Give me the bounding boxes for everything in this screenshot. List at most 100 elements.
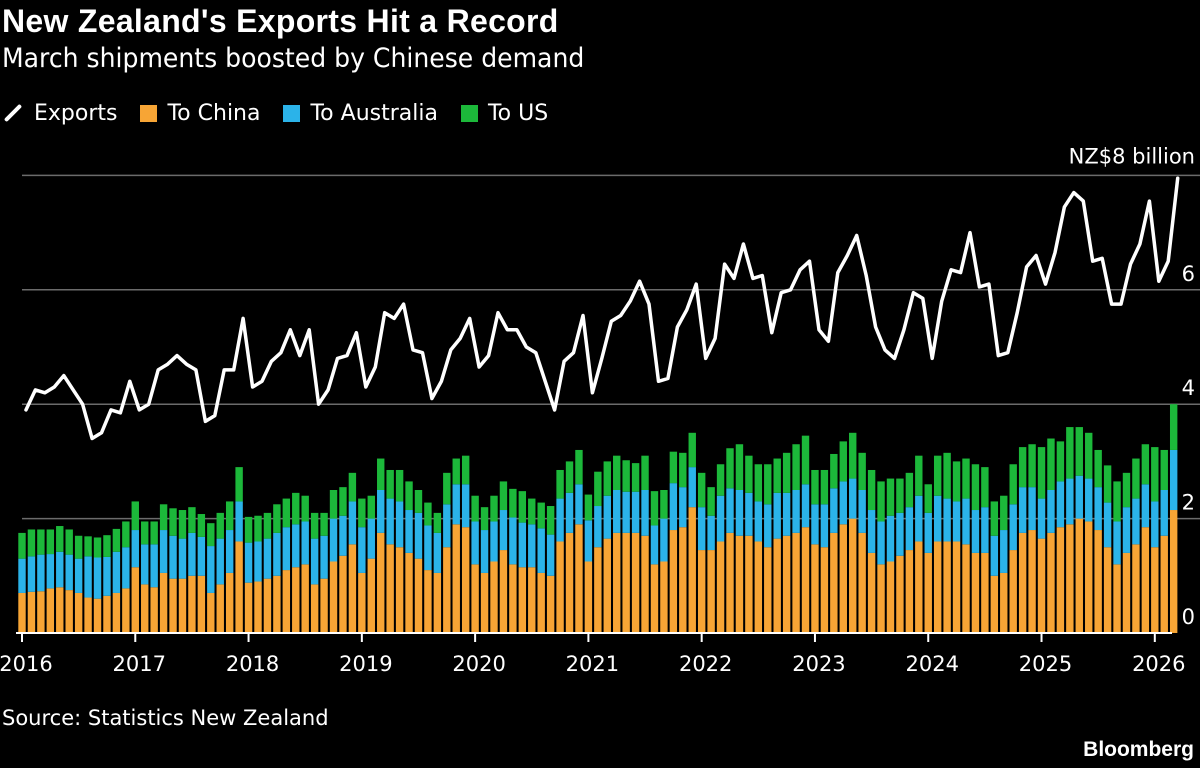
bar-to-australia: [962, 498, 970, 545]
bar-to-us: [716, 464, 725, 496]
bar-to-china: [575, 524, 583, 633]
bar-to-australia: [622, 491, 630, 533]
legend-label-china: To China: [167, 100, 261, 126]
bar-to-australia: [273, 532, 281, 576]
bar-to-china: [688, 507, 696, 633]
bar-to-australia: [575, 484, 583, 525]
bar-to-china: [443, 547, 451, 633]
bar-to-china: [952, 541, 961, 633]
bar-to-us: [452, 458, 460, 485]
bar-to-us: [292, 492, 300, 525]
bar-to-china: [1122, 552, 1131, 633]
bar-to-us: [27, 529, 36, 557]
bar-to-china: [405, 552, 413, 633]
bar-to-us: [367, 495, 375, 519]
bar-to-china: [461, 527, 470, 633]
bar-to-australia: [801, 484, 810, 528]
bar-to-australia: [74, 558, 83, 593]
bar-to-us: [697, 472, 706, 508]
bar-to-australia: [754, 501, 763, 542]
bar-to-us: [320, 512, 328, 536]
bar-to-china: [490, 561, 498, 633]
bar-to-us: [1037, 447, 1046, 499]
bar-to-us: [650, 491, 659, 526]
bar-to-australia: [896, 512, 904, 556]
bar-to-china: [697, 550, 706, 633]
x-axis: 2016 2017 2018 2019 2020 2021 2022 2023 2024 2025…: [0, 632, 1186, 676]
legend: Exports To China To Australia To US: [2, 99, 571, 127]
bar-to-us: [235, 467, 243, 502]
bar-to-australia: [641, 490, 649, 536]
bar-to-china: [1000, 572, 1008, 633]
bar-to-china: [782, 535, 791, 633]
bar-to-australia: [679, 487, 687, 528]
bar-to-australia: [905, 507, 914, 551]
bar-to-china: [1141, 527, 1150, 633]
bar-to-china: [962, 544, 970, 633]
bar-to-china: [707, 550, 715, 633]
stacked-bars: [18, 404, 1178, 633]
bar-to-australia: [867, 510, 876, 553]
bar-to-china: [518, 567, 527, 633]
bar-to-china: [792, 532, 800, 633]
legend-swatch-us: [460, 104, 478, 122]
bar-to-china: [320, 578, 328, 633]
bar-to-china: [528, 567, 536, 633]
bar-to-us: [471, 495, 479, 522]
y-tick-label: 6: [1182, 262, 1195, 286]
bar-to-us: [943, 452, 951, 499]
bar-to-china: [273, 575, 281, 633]
bar-to-australia: [915, 495, 923, 542]
bar-to-australia: [46, 554, 55, 589]
bar-to-us: [1141, 444, 1150, 485]
bar-to-china: [933, 541, 942, 633]
bar-to-australia: [207, 546, 215, 593]
bar-to-china: [537, 572, 545, 633]
bar-to-us: [726, 448, 734, 489]
bar-to-china: [1151, 547, 1159, 633]
bar-to-china: [726, 532, 734, 633]
bar-to-australia: [169, 535, 177, 579]
bar-to-us: [301, 495, 309, 522]
bar-to-australia: [688, 467, 696, 508]
bar-to-us: [103, 535, 111, 557]
legend-line-swatch: [3, 103, 23, 123]
bar-to-australia: [1103, 502, 1112, 548]
bar-to-us: [65, 529, 73, 555]
bar-to-us: [273, 504, 281, 533]
bar-to-china: [216, 584, 224, 633]
bar-to-china: [773, 538, 781, 633]
bar-to-us: [754, 464, 763, 502]
y-axis-labels: 0 2 4 6 NZ$8 billion: [1069, 144, 1195, 629]
bar-to-australia: [405, 510, 413, 553]
bar-to-australia: [613, 490, 621, 533]
bar-to-china: [1018, 532, 1027, 633]
bar-to-china: [131, 567, 139, 633]
bar-to-china: [990, 575, 999, 633]
bar-to-china: [669, 530, 678, 633]
bar-to-us: [839, 441, 847, 482]
bar-to-us: [480, 507, 489, 531]
bar-to-china: [1075, 518, 1083, 633]
bar-to-us: [613, 455, 621, 490]
bar-to-china: [858, 532, 866, 633]
bar-to-us: [905, 472, 914, 508]
bar-to-us: [141, 521, 149, 545]
bar-to-china: [74, 592, 83, 633]
x-tick-label: 2016: [0, 652, 53, 676]
bar-to-australia: [839, 481, 847, 525]
legend-swatch-australia: [283, 104, 301, 122]
bar-to-us: [499, 481, 508, 511]
bar-to-china: [367, 558, 375, 633]
bar-to-china: [235, 541, 243, 633]
bar-to-us: [112, 528, 121, 552]
legend-label-us: To US: [487, 100, 549, 126]
bar-to-us: [1009, 464, 1017, 505]
y-tick-label: 0: [1182, 605, 1195, 629]
bar-to-china: [867, 552, 876, 633]
bar-to-china: [754, 541, 763, 633]
bar-to-us: [159, 504, 168, 531]
bar-to-us: [688, 432, 696, 468]
bar-to-china: [650, 564, 659, 633]
bar-to-us: [745, 455, 753, 493]
